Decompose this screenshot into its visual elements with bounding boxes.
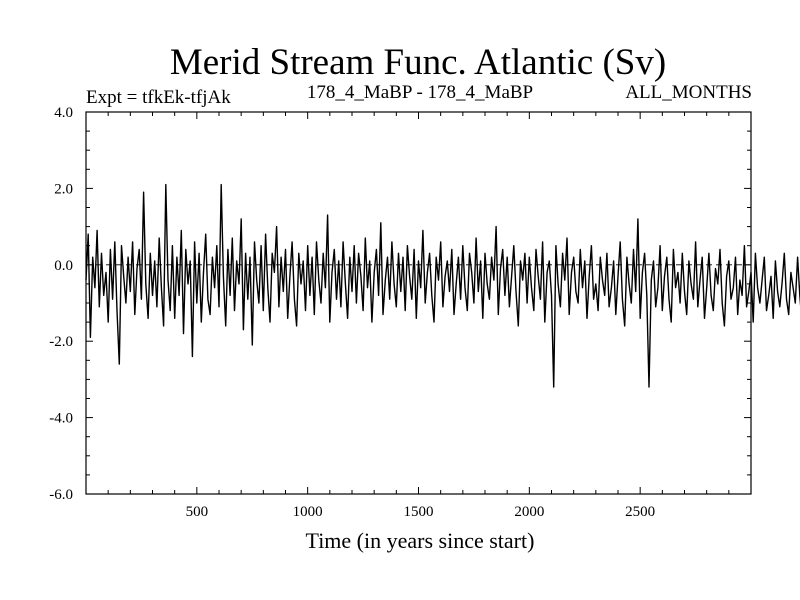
series-layer xyxy=(85,183,800,388)
x-tick-label: 2500 xyxy=(625,504,655,520)
y-tick-label: 2.0 xyxy=(54,181,73,197)
y-tick-labels: 4.0 2.0 0.0 -2.0 -4.0 -6.0 xyxy=(49,105,73,503)
experiment-label: Expt = tfkEk-tfjAk xyxy=(86,87,231,108)
months-label: ALL_MONTHS xyxy=(625,82,752,103)
chart-title: Merid Stream Func. Atlantic (Sv) xyxy=(170,42,666,83)
y-tick-label: -2.0 xyxy=(49,334,73,350)
comparison-label: 178_4_MaBP - 178_4_MaBP xyxy=(307,82,533,103)
y-tick-label: 4.0 xyxy=(54,105,73,121)
x-axis-label: Time (in years since start) xyxy=(306,528,535,553)
y-tick-label: 0.0 xyxy=(54,258,73,274)
plot-frame xyxy=(85,111,752,495)
x-tick-label: 2000 xyxy=(514,504,544,520)
y-tick-label: -4.0 xyxy=(49,411,73,427)
x-tick-labels: 500 1000 1500 2000 2500 xyxy=(186,504,656,520)
x-tick-label: 1500 xyxy=(404,504,434,520)
y-tick-label: -6.0 xyxy=(49,487,73,503)
x-tick-label: 500 xyxy=(186,504,209,520)
axis-ticks xyxy=(86,111,751,495)
x-tick-label: 1000 xyxy=(293,504,323,520)
series-line-1 xyxy=(85,183,800,388)
